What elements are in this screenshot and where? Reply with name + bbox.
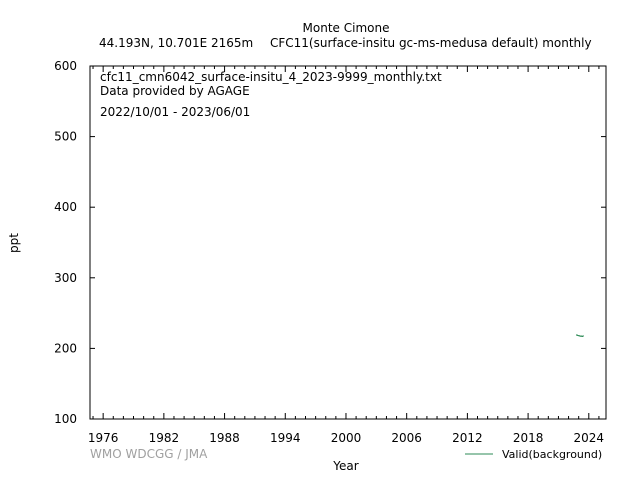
y-tick-label: 600 — [54, 59, 77, 73]
x-tick-label: 1988 — [209, 431, 240, 445]
legend: Valid(background) — [465, 448, 602, 461]
x-axis-ticks: 1976 1982 1988 1994 2000 2006 2012 2018 2024 — [88, 66, 604, 445]
x-tick-label: 2006 — [391, 431, 422, 445]
data-point — [582, 335, 584, 337]
series-layer — [575, 334, 584, 337]
y-tick-label: 300 — [54, 271, 77, 285]
x-tick-label: 2024 — [574, 431, 605, 445]
x-tick-label: 1994 — [270, 431, 301, 445]
plot-frame — [89, 65, 607, 420]
y-tick-label: 100 — [54, 412, 77, 426]
x-tick-label: 1976 — [88, 431, 119, 445]
x-axis-label: Year — [332, 459, 358, 473]
x-tick-label: 1982 — [149, 431, 180, 445]
y-axis-label: ppt — [7, 233, 21, 253]
chart-title-station: Monte Cimone — [303, 21, 390, 35]
y-tick-label: 400 — [54, 200, 77, 214]
x-tick-label: 2000 — [331, 431, 362, 445]
x-tick-label: 2012 — [452, 431, 483, 445]
chart-subtitle-location: 44.193N, 10.701E 2165m — [99, 36, 253, 50]
info-filename: cfc11_cmn6042_surface-insitu_4_2023-9999… — [100, 70, 442, 84]
y-tick-label: 500 — [54, 130, 77, 144]
chart-subtitle-series: CFC11(surface-insitu gc-ms-medusa defaul… — [270, 36, 592, 50]
info-provider: Data provided by AGAGE — [100, 84, 250, 98]
y-tick-label: 200 — [54, 341, 77, 355]
credit-text: WMO WDCGG / JMA — [90, 447, 208, 461]
info-period: 2022/10/01 - 2023/06/01 — [100, 105, 250, 119]
y-axis-ticks: 100 200 300 400 500 600 — [54, 59, 606, 426]
legend-label-valid-background: Valid(background) — [502, 448, 602, 461]
x-tick-label: 2018 — [513, 431, 544, 445]
